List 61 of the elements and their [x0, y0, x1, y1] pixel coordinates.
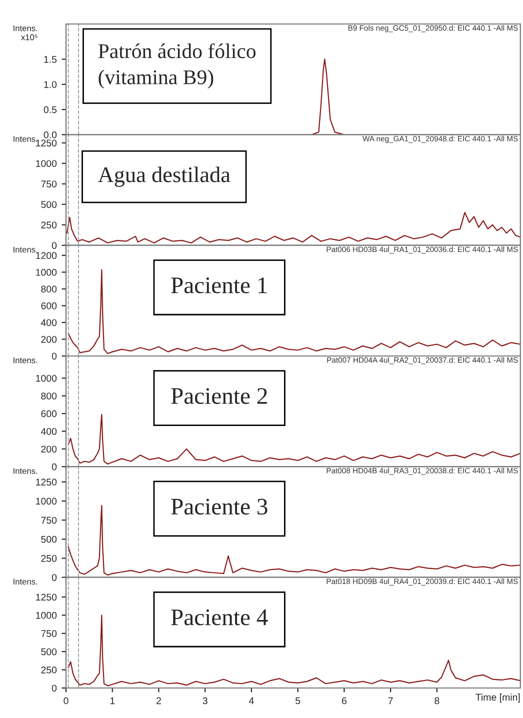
- y-tick-label: 400: [40, 319, 57, 326]
- y-tick-label: 750: [41, 516, 57, 524]
- annotation: Agua destilada: [98, 166, 230, 187]
- x-tick-label: 2: [156, 697, 161, 704]
- y-tick-label: 800: [41, 392, 57, 400]
- line-series: [68, 269, 520, 354]
- x-tick-label: 5: [296, 697, 300, 704]
- y-tick-label: 1000: [36, 160, 57, 167]
- annotation: Paciente 3: [171, 498, 268, 515]
- y-tick-label: 600: [41, 302, 57, 310]
- y-tick-label: 250: [41, 554, 57, 562]
- x-tick-label: 7: [388, 697, 393, 704]
- y-tick-label: 1200: [36, 252, 57, 260]
- y-tick-label: 250: [41, 222, 57, 228]
- x-tick-label: 8: [434, 697, 440, 704]
- annotation: Paciente 2: [171, 388, 267, 404]
- y-tick-label: 0: [52, 352, 57, 360]
- x-tick-label: 4: [248, 697, 254, 704]
- y-tick-label: 1250: [36, 478, 57, 486]
- line-series: [66, 212, 520, 244]
- y-axis-title: Intens.: [14, 468, 38, 474]
- y-tick-label: 1250: [36, 140, 57, 146]
- y-tick-label: 750: [41, 630, 57, 638]
- y-tick-label: 1000: [36, 498, 57, 505]
- y-tick-label: 1000: [36, 612, 57, 619]
- x-tick-label: 6: [342, 697, 346, 704]
- annotation: Patrón ácido fólico (vitamina B9): [98, 43, 256, 89]
- y-tick-label: 500: [41, 536, 57, 543]
- x-tick-label: 0: [64, 697, 68, 704]
- y-tick-label: 0: [52, 574, 57, 581]
- annotation: Paciente 4: [171, 609, 268, 626]
- y-tick-label: 1000: [36, 374, 57, 382]
- y-tick-label: 250: [41, 666, 57, 674]
- y-axis-title: Intens. x10⁵: [14, 25, 38, 40]
- y-tick-label: 1.0: [44, 81, 57, 88]
- line-series: [311, 58, 345, 135]
- y-tick-label: 200: [41, 446, 57, 453]
- y-tick-label: 500: [41, 201, 57, 208]
- y-tick-label: 600: [41, 410, 57, 418]
- y-axis-title: Intens.: [14, 578, 38, 585]
- y-tick-label: 1000: [36, 268, 57, 276]
- y-tick-label: 1.5: [44, 56, 57, 63]
- y-tick-label: 0: [52, 242, 57, 249]
- x-axis-title: Time [min]: [476, 694, 520, 703]
- y-axis-title: Intens.: [14, 136, 38, 142]
- x-tick-label: 1: [110, 697, 115, 704]
- annotation: Paciente 1: [171, 277, 267, 294]
- y-tick-label: 1250: [36, 594, 57, 601]
- y-tick-label: 0: [52, 463, 57, 470]
- y-tick-label: 800: [41, 286, 57, 293]
- y-tick-label: 200: [41, 336, 57, 343]
- x-tick-label: 3: [202, 697, 208, 704]
- line-series: [68, 414, 520, 465]
- y-tick-label: 750: [41, 180, 57, 188]
- y-axis-title: Intens.: [14, 246, 38, 253]
- y-tick-label: 0: [52, 684, 57, 692]
- y-tick-label: 0.0: [44, 131, 57, 138]
- y-tick-label: 0.5: [44, 106, 57, 114]
- y-tick-label: 400: [40, 428, 57, 435]
- y-tick-label: 500: [41, 648, 57, 656]
- y-axis-title: Intens.: [14, 357, 38, 364]
